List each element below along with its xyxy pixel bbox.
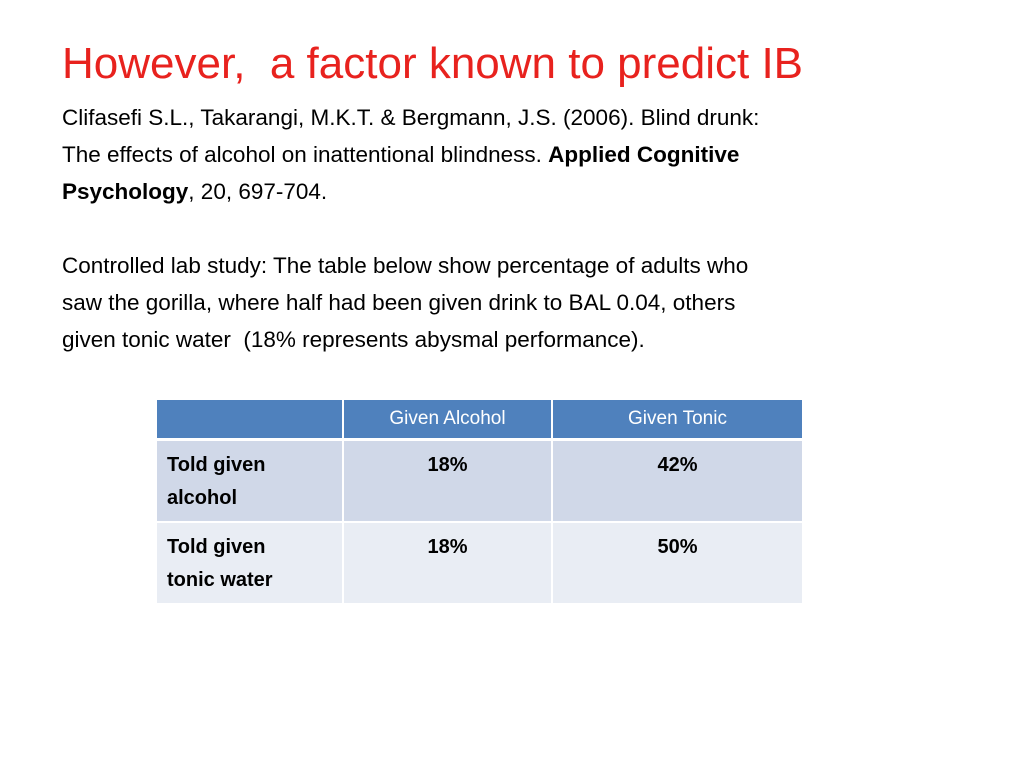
row-label-told-alcohol: Told given alcohol <box>157 439 344 523</box>
cell-told-alcohol-given-alcohol: 18% <box>343 439 553 523</box>
row-label-line: Told given <box>167 454 266 476</box>
citation-volume-pages: , 20, 697-704. <box>188 179 328 204</box>
header-corner-cell <box>157 400 344 441</box>
citation-line-3: Psychology, 20, 697-704. <box>62 173 962 210</box>
row-label-line: Told given <box>167 536 266 558</box>
slide-title: However, a factor known to predict IB <box>62 39 804 88</box>
citation-journal-part-2: Psychology <box>62 179 189 204</box>
table-header-row: Given Alcohol Given Tonic <box>157 400 802 441</box>
citation-journal-part-1: Applied Cognitive <box>548 142 740 167</box>
cell-told-tonic-given-alcohol: 18% <box>343 522 553 605</box>
description-line-1: Controlled lab study: The table below sh… <box>62 253 749 278</box>
header-given-alcohol: Given Alcohol <box>343 400 553 441</box>
paragraph-gap <box>62 210 962 247</box>
results-table: Given Alcohol Given Tonic Told given alc… <box>157 400 802 605</box>
table-row: Told given alcohol 18% 42% <box>157 439 802 523</box>
description-line-2: saw the gorilla, where half had been giv… <box>62 290 736 315</box>
row-label-line: alcohol <box>167 487 238 509</box>
slide-body: Clifasefi S.L., Takarangi, M.K.T. & Berg… <box>62 99 962 358</box>
header-given-tonic: Given Tonic <box>552 400 802 441</box>
citation-line-1: Clifasefi S.L., Takarangi, M.K.T. & Berg… <box>62 105 760 130</box>
table-row: Told given tonic water 18% 50% <box>157 522 802 605</box>
cell-told-tonic-given-tonic: 50% <box>552 522 802 605</box>
cell-told-alcohol-given-tonic: 42% <box>552 439 802 523</box>
citation-article-title: The effects of alcohol on inattentional … <box>62 142 549 167</box>
description-line-3: given tonic water (18% represents abysma… <box>62 327 645 352</box>
citation-line-2: The effects of alcohol on inattentional … <box>62 136 962 173</box>
row-label-line: tonic water <box>167 569 273 591</box>
row-label-told-tonic: Told given tonic water <box>157 522 344 605</box>
